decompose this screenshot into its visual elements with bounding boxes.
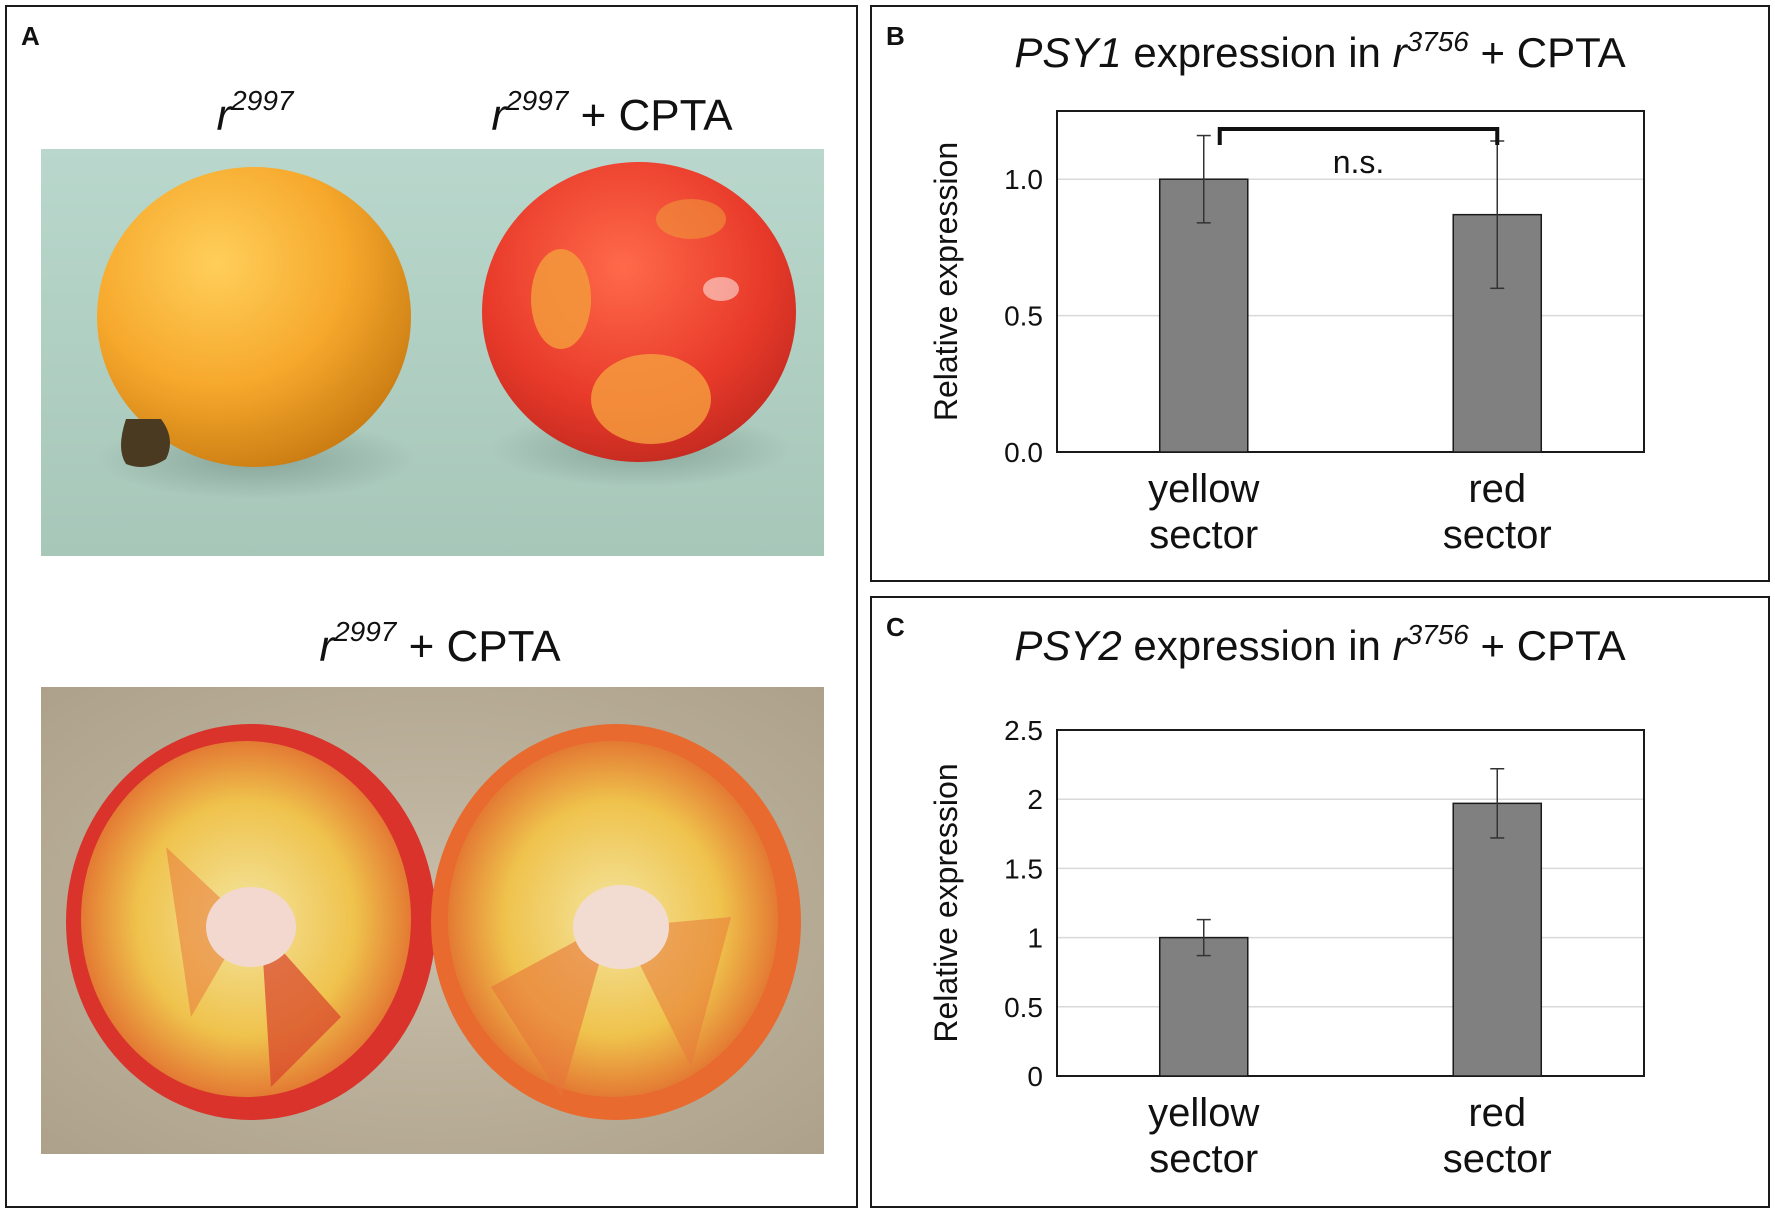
label-top-left: r2997	[216, 85, 294, 141]
panel-a-letter: A	[21, 21, 40, 51]
significance-bracket	[1217, 127, 1500, 145]
x-tick-label: yellow	[1148, 1091, 1259, 1135]
x-tick-label: sector	[1443, 1137, 1552, 1181]
genotype: r	[491, 91, 507, 140]
bar	[1158, 178, 1249, 453]
y-tick-label: 0.5	[1004, 992, 1043, 1023]
y-axis-label: Relative expression	[928, 142, 964, 421]
x-tick-label: sector	[1443, 513, 1552, 557]
y-tick-label: 0	[1027, 1061, 1043, 1092]
genotype: r	[216, 91, 232, 140]
chart-title: PSY2 expression in r3756 + CPTA	[1014, 619, 1625, 669]
panel-b-letter: B	[886, 21, 905, 51]
y-tick-label: 2	[1027, 784, 1043, 815]
allele: 2997	[506, 85, 569, 116]
photo-cut-fruit-drawing	[41, 687, 824, 1154]
panel-b: B PSY1 expression in r3756 + CPTA 0.0 0.5…	[870, 5, 1770, 582]
bar	[1452, 802, 1543, 1077]
bar	[1158, 936, 1249, 1077]
photo-whole-fruits-drawing	[41, 149, 824, 556]
label-top-right: r2997 + CPTA	[491, 85, 733, 140]
label-bottom: r2997 + CPTA	[319, 616, 561, 671]
x-tick-label: red	[1468, 467, 1526, 511]
x-tick-label: sector	[1149, 1137, 1258, 1181]
x-tick-label: sector	[1149, 513, 1258, 557]
y-tick-label: 1.5	[1004, 853, 1043, 884]
y-tick-label: 0.5	[1004, 301, 1043, 332]
plot-area-frame	[1056, 110, 1645, 453]
panel-a: A r2997 r2997 + CPTA	[5, 5, 858, 1208]
allele: 2997	[231, 85, 294, 116]
panel-c: C PSY2 expression in r3756 + CPTA 0 0.5 1 1…	[870, 596, 1770, 1208]
panel-c-letter: C	[886, 612, 905, 642]
y-tick-label: 1	[1027, 923, 1043, 954]
chart-title: PSY1 expression in r3756 + CPTA	[1014, 26, 1625, 76]
y-tick-label: 2.5	[1004, 715, 1043, 746]
y-tick-label: 0.0	[1004, 437, 1043, 468]
genotype: r	[319, 622, 335, 671]
allele: 2997	[334, 616, 397, 647]
plot-area-frame	[1056, 729, 1645, 1077]
significance-label: n.s.	[1333, 144, 1385, 180]
y-tick-label: 1.0	[1004, 164, 1043, 195]
x-tick-label: yellow	[1148, 467, 1259, 511]
photo-whole-fruits	[41, 149, 824, 556]
chart-b: PSY1 expression in r3756 + CPTA 0.0 0.5 1.…	[928, 26, 1645, 557]
x-tick-label: red	[1468, 1091, 1526, 1135]
photo-cut-fruit	[41, 687, 824, 1154]
chart-c: PSY2 expression in r3756 + CPTA 0 0.5 1 1.5…	[928, 619, 1645, 1181]
y-axis-label: Relative expression	[928, 763, 964, 1042]
